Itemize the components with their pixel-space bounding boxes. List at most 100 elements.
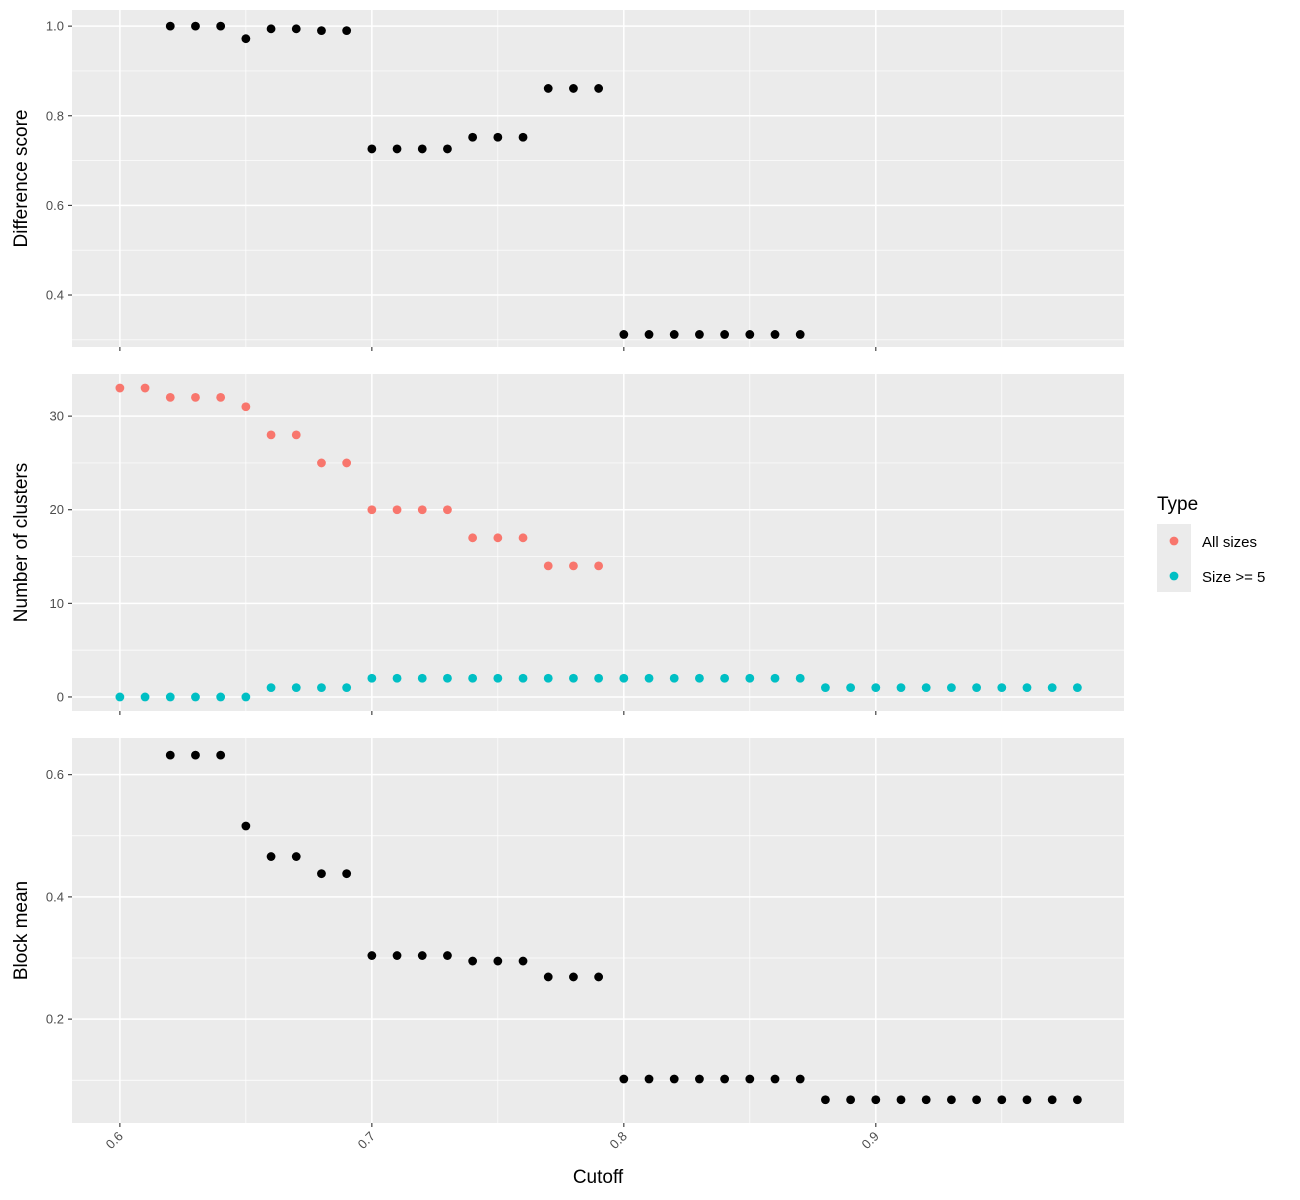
data-point [140,383,150,393]
data-point [594,673,604,683]
data-point [241,402,251,412]
series-points [165,21,805,339]
y-tick-label: 10 [50,596,64,611]
data-point [291,683,301,692]
y-tick-label: 0 [57,689,64,704]
x-tick-label: 0.9 [859,1129,882,1152]
data-point [241,692,251,702]
data-point [266,24,276,34]
data-point [216,21,226,31]
y-tick-label: 30 [50,409,64,424]
data-point [569,84,578,93]
data-point [165,750,175,760]
data-point [291,430,301,440]
data-point [619,1074,629,1084]
series-all-sizes [115,383,604,571]
legend-key-size-ge-5 [1169,571,1179,581]
data-point [821,1095,830,1105]
data-point [896,683,906,692]
data-point [342,26,352,36]
data-point [846,1095,856,1105]
data-point [115,692,125,702]
data-point [644,1074,654,1084]
data-point [342,683,352,692]
panel-1: 0.4 0.6 0.8 1.0 Difference score [11,10,1124,351]
data-point [745,330,755,339]
data-point [165,692,175,702]
y-tick-label: 0.6 [46,767,64,782]
data-point [468,956,478,966]
data-point [165,21,175,31]
y-tick-label: 1.0 [46,19,64,34]
data-point [518,956,528,966]
data-point [669,673,679,683]
data-point [518,673,528,683]
legend-label-all-sizes: All sizes [1202,534,1257,551]
data-point [367,144,377,154]
data-point [594,972,604,982]
data-point [216,692,226,702]
data-point [417,505,427,515]
data-point [191,750,200,760]
y-axis-title: Difference score [11,110,32,248]
data-point [997,1095,1007,1105]
data-point [720,1074,730,1084]
data-point [695,673,704,683]
data-point [392,951,402,960]
data-point [392,505,402,515]
data-point [795,1074,805,1084]
data-point [266,683,276,692]
data-point [468,132,478,142]
data-point [770,1074,780,1084]
data-point [468,533,478,543]
y-tick-label: 0.4 [46,889,64,904]
y-tick-label: 0.2 [46,1012,64,1027]
data-point [821,683,830,692]
legend-key-all-sizes [1169,536,1179,546]
data-point [317,26,326,36]
data-point [619,330,629,339]
panel-3: 0.2 0.4 0.6 Block mean [11,738,1124,1127]
data-point [443,951,452,960]
series-size-5 [115,673,1082,702]
data-point [669,330,679,339]
data-point [745,673,755,683]
data-point [493,673,503,683]
data-point [392,144,402,154]
data-point [266,430,276,440]
y-tick-label: 0.6 [46,198,64,213]
data-point [997,683,1007,692]
data-point [921,683,931,692]
data-point [720,673,730,683]
data-point [191,21,200,31]
data-point [846,683,856,692]
data-point [241,34,251,44]
data-point [946,1095,956,1105]
y-axis-title: Number of clusters [11,463,32,622]
data-point [1047,683,1057,692]
y-tick-label: 0.4 [46,288,64,303]
data-point [342,458,352,468]
data-point [594,561,604,571]
data-point [569,561,578,571]
data-point [367,673,377,683]
data-point [417,673,427,683]
data-point [518,132,528,142]
data-point [619,673,629,683]
data-point [493,132,503,142]
data-point [594,84,604,93]
y-tick-label: 0.8 [46,108,64,123]
legend-label-size-ge-5: Size >= 5 [1202,569,1265,586]
data-point [569,972,578,982]
data-point [417,951,427,960]
data-point [417,144,427,154]
legend: Type All sizes Size >= 5 [1157,494,1265,592]
data-point [1072,683,1082,692]
x-axis-title: Cutoff [573,1167,624,1188]
data-point [569,673,578,683]
data-point [291,852,301,861]
data-point [191,393,200,402]
data-point [342,869,352,879]
data-point [493,956,503,966]
data-point [644,673,654,683]
